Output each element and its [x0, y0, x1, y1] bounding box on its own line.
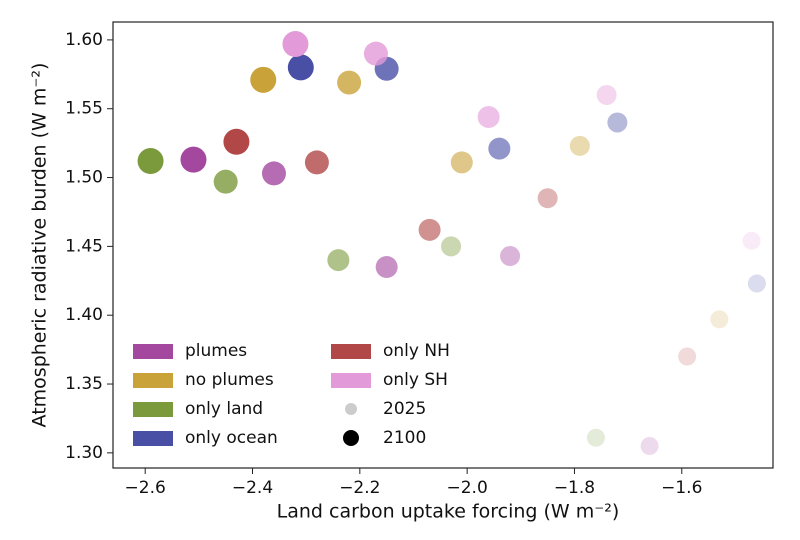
- point: [213, 169, 238, 194]
- legend-label: 2100: [383, 428, 426, 448]
- legend-swatch: [133, 402, 173, 417]
- point: [678, 347, 697, 366]
- legend-label: only SH: [383, 370, 448, 390]
- point: [747, 274, 766, 293]
- legend-swatch: [133, 344, 173, 359]
- point: [742, 231, 761, 250]
- point: [586, 428, 605, 447]
- legend-label: plumes: [185, 341, 247, 361]
- point: [710, 310, 729, 329]
- y-axis-label: Atmospheric radiative burden (W m⁻²): [29, 63, 51, 428]
- y-tick-label: 1.55: [65, 99, 103, 119]
- x-tick-label: −2.2: [339, 478, 380, 498]
- x-tick-label: −1.8: [554, 478, 595, 498]
- legend-swatch: [331, 344, 371, 359]
- legend-swatch: [133, 431, 173, 446]
- point: [363, 41, 388, 66]
- point: [569, 135, 590, 156]
- legend-label: no plumes: [185, 370, 274, 390]
- legend-marker: [345, 403, 357, 415]
- point: [450, 151, 473, 174]
- x-tick-label: −2.0: [447, 478, 488, 498]
- point: [477, 105, 500, 128]
- point: [180, 146, 207, 173]
- point: [500, 246, 521, 267]
- point: [418, 218, 441, 241]
- point: [282, 31, 309, 58]
- point: [137, 148, 164, 175]
- x-tick-label: −2.4: [232, 478, 273, 498]
- point: [327, 249, 350, 272]
- y-tick-label: 1.60: [65, 30, 103, 50]
- point: [337, 70, 362, 95]
- point: [223, 128, 250, 155]
- legend-label: only land: [185, 399, 263, 419]
- y-tick-label: 1.35: [65, 374, 103, 394]
- point: [441, 236, 462, 257]
- y-tick-label: 1.30: [65, 443, 103, 463]
- plot-frame: [112, 21, 774, 469]
- legend-marker: [343, 430, 359, 446]
- x-tick-label: −1.6: [661, 478, 702, 498]
- point: [261, 161, 286, 186]
- y-tick-label: 1.40: [65, 305, 103, 325]
- point: [537, 188, 558, 209]
- legend-label: only ocean: [185, 428, 278, 448]
- point: [250, 66, 277, 93]
- legend-swatch: [133, 373, 173, 388]
- point: [375, 256, 398, 279]
- legend-swatch: [331, 373, 371, 388]
- legend-label: 2025: [383, 399, 426, 419]
- point: [287, 54, 314, 81]
- y-tick-label: 1.45: [65, 236, 103, 256]
- point: [607, 112, 628, 133]
- point: [304, 150, 329, 175]
- x-axis-label: Land carbon uptake forcing (W m⁻²): [277, 501, 620, 523]
- point: [488, 137, 511, 160]
- y-tick-label: 1.50: [65, 168, 103, 188]
- point: [640, 436, 659, 455]
- x-tick-label: −2.6: [125, 478, 166, 498]
- point: [596, 84, 617, 105]
- legend-label: only NH: [383, 341, 450, 361]
